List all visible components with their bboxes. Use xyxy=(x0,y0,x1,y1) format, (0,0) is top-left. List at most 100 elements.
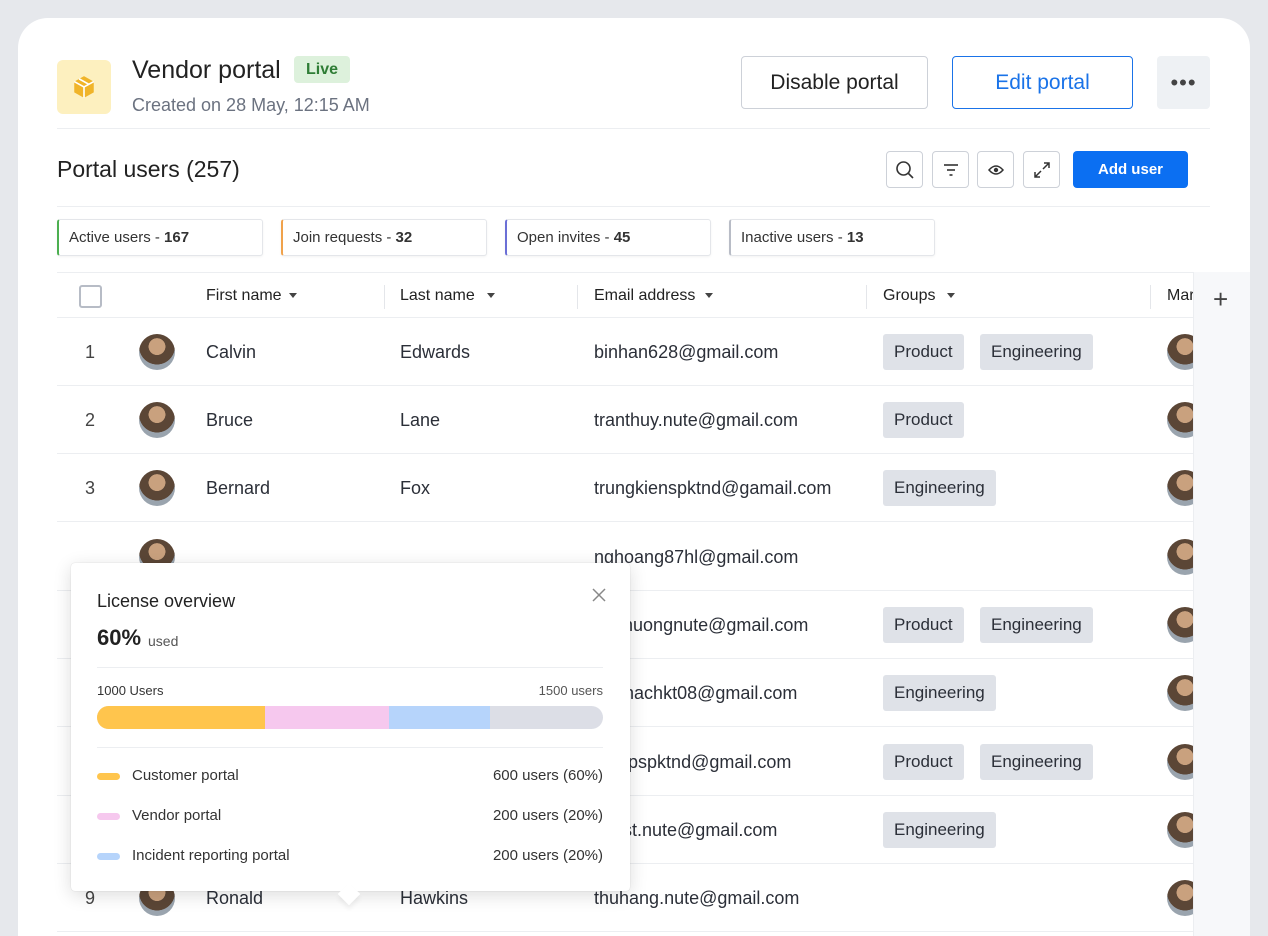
column-separator xyxy=(384,285,385,309)
section-title: Portal users (257) xyxy=(57,156,240,182)
legend-label: Vendor portal xyxy=(132,807,222,824)
legend-swatch xyxy=(97,852,120,860)
caret-down-icon xyxy=(486,293,495,299)
first-name-cell: Bernard xyxy=(206,478,271,498)
column-first-name[interactable]: First name xyxy=(206,287,297,305)
column-separator xyxy=(1150,285,1151,309)
group-tag: Engineering xyxy=(980,334,1093,370)
group-tag: Engineering xyxy=(883,675,996,711)
search-icon[interactable] xyxy=(886,151,923,188)
group-tag: Engineering xyxy=(980,744,1093,780)
last-name-cell: Fox xyxy=(400,478,431,498)
legend-label: Customer portal xyxy=(132,767,239,784)
usage-segment xyxy=(388,706,491,729)
more-options-button[interactable]: ••• xyxy=(1157,56,1210,109)
chip-join-requests[interactable]: Join requests - 32 xyxy=(281,219,487,256)
legend-value: 200 users (20%) xyxy=(492,807,603,824)
box-icon xyxy=(57,60,111,114)
caret-down-icon xyxy=(947,293,956,299)
status-badge: Live xyxy=(294,56,351,83)
chip-open-invites[interactable]: Open invites - 45 xyxy=(505,219,711,256)
column-separator xyxy=(577,285,578,309)
edit-portal-button[interactable]: Edit portal xyxy=(952,56,1133,109)
legend-item: Vendor portal xyxy=(97,807,221,824)
page-title: Vendor portal xyxy=(132,56,281,84)
chip-inactive-users[interactable]: Inactive users - 13 xyxy=(729,219,935,256)
legend-swatch xyxy=(97,772,120,780)
table-header: First name Last name Email address Group… xyxy=(57,272,1250,318)
email-cell: anhhachkt08@gmail.com xyxy=(594,683,798,703)
usage-segment xyxy=(265,706,389,729)
legend-item: Customer portal xyxy=(97,767,239,784)
add-column-area: + xyxy=(1193,272,1250,936)
caret-down-icon xyxy=(705,293,714,299)
eye-icon[interactable] xyxy=(977,151,1014,188)
table-row[interactable]: 9 Ronald Hawkins thuhang.nute@gmail.com xyxy=(57,864,1203,932)
license-usage-bar xyxy=(97,706,603,729)
select-all-checkbox[interactable] xyxy=(79,285,102,308)
license-used-label: used xyxy=(148,633,179,649)
legend-value: 600 users (60%) xyxy=(492,767,603,784)
bar-left-label: 1000 Users xyxy=(97,683,164,698)
created-date: Created on 28 May, 12:15 AM xyxy=(132,95,370,115)
divider xyxy=(57,206,1210,207)
popover-title: License overview xyxy=(97,591,236,611)
group-tag: Product xyxy=(883,402,964,438)
legend-label: Incident reporting portal xyxy=(132,847,290,864)
row-number: 9 xyxy=(85,888,96,908)
group-tag: Engineering xyxy=(883,470,996,506)
avatar xyxy=(139,402,175,438)
avatar xyxy=(139,470,175,506)
email-cell: tranthuy.nute@gmail.com xyxy=(594,410,799,430)
email-cell: nghoang87hl@gmail.com xyxy=(594,547,799,567)
table-row[interactable]: 1 Calvin Edwards binhan628@gmail.com Product… xyxy=(57,318,1203,386)
column-groups[interactable]: Groups xyxy=(883,287,956,305)
usage-segment xyxy=(97,706,266,729)
caret-down-icon xyxy=(288,293,297,299)
legend-value: 200 users (20%) xyxy=(492,847,603,864)
email-cell: thuhang.nute@gmail.com xyxy=(594,888,800,908)
last-name-cell: Hawkins xyxy=(400,888,469,908)
filter-icon[interactable] xyxy=(932,151,969,188)
portal-card: Vendor portal Live Created on 28 May, 12… xyxy=(18,18,1250,936)
first-name-cell: Ronald xyxy=(206,888,264,908)
bar-right-label: 1500 users xyxy=(538,683,603,698)
first-name-cell: Bruce xyxy=(206,410,254,430)
email-cell: trungkienspktnd@gamail.com xyxy=(594,478,832,498)
divider xyxy=(97,667,603,668)
table-row[interactable]: 2 Bruce Lane tranthuy.nute@gmail.com Product xyxy=(57,386,1203,454)
license-percent: 60% xyxy=(97,625,142,650)
group-tag: Product xyxy=(883,334,964,370)
row-number: 1 xyxy=(85,342,96,362)
avatar xyxy=(139,334,175,370)
email-cell: binhan628@gmail.com xyxy=(594,342,779,362)
last-name-cell: Lane xyxy=(400,410,441,430)
disable-portal-button[interactable]: Disable portal xyxy=(741,56,928,109)
close-icon[interactable] xyxy=(591,583,607,609)
last-name-cell: Edwards xyxy=(400,342,471,362)
group-tag: Engineering xyxy=(883,812,996,848)
email-cell: enlapspktnd@gmail.com xyxy=(594,752,792,772)
legend-item: Incident reporting portal xyxy=(97,847,290,864)
license-overview-popover: License overview 60% used 1000 Users 150… xyxy=(71,563,630,906)
group-tag: Product xyxy=(883,744,964,780)
column-email[interactable]: Email address xyxy=(594,287,714,305)
expand-icon[interactable] xyxy=(1023,151,1060,188)
table-row[interactable]: 3 Bernard Fox trungkienspktnd@gamail.com Eng… xyxy=(57,454,1203,522)
group-tag: Engineering xyxy=(980,607,1093,643)
add-user-button[interactable]: Add user xyxy=(1073,151,1188,188)
first-name-cell: Calvin xyxy=(206,342,257,362)
group-tag: Product xyxy=(883,607,964,643)
row-number: 2 xyxy=(85,410,96,430)
legend-swatch xyxy=(97,812,120,820)
column-separator xyxy=(866,285,867,309)
chip-active-users[interactable]: Active users - 167 xyxy=(57,219,263,256)
divider xyxy=(97,747,603,748)
add-column-button[interactable]: + xyxy=(1213,284,1229,314)
divider xyxy=(57,128,1210,129)
column-manager[interactable]: Mar xyxy=(1167,287,1195,304)
email-cell: rt.isst.nute@gmail.com xyxy=(594,820,778,840)
email-cell: haithuongnute@gmail.com xyxy=(594,615,809,635)
column-last-name[interactable]: Last name xyxy=(400,287,495,305)
